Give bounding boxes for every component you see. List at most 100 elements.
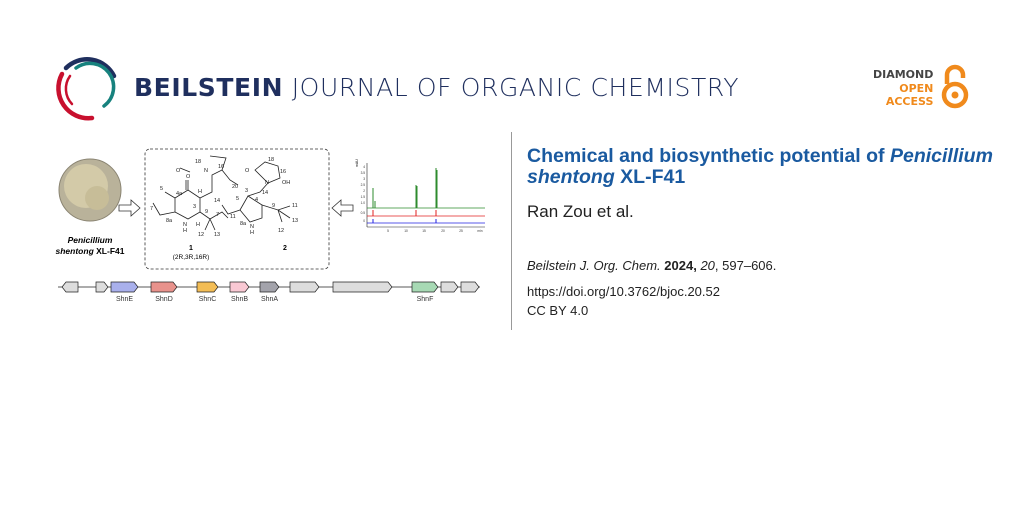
svg-text:4: 4 <box>363 165 365 169</box>
svg-text:20: 20 <box>232 184 238 190</box>
svg-text:7: 7 <box>150 206 153 212</box>
svg-text:H: H <box>250 230 254 236</box>
svg-text:N: N <box>204 168 208 174</box>
gene-arrow <box>61 281 79 293</box>
svg-text:3: 3 <box>363 177 365 181</box>
svg-text:9: 9 <box>272 203 275 209</box>
gene-cluster: ShnE ShnD ShnC ShnB ShnA ShnF <box>61 281 480 303</box>
svg-text:N: N <box>250 224 254 230</box>
gene-arrow <box>259 281 280 293</box>
citation: Beilstein J. Org. Chem. 2024, 20, 597–60… <box>527 258 777 273</box>
svg-text:N: N <box>183 222 187 228</box>
svg-text:1.5: 1.5 <box>361 195 366 199</box>
svg-text:8a: 8a <box>240 221 247 227</box>
svg-text:0.5: 0.5 <box>361 211 366 215</box>
vertical-divider <box>511 132 512 330</box>
svg-text:12: 12 <box>198 232 204 238</box>
compound-2-label: 2 <box>283 245 287 252</box>
svg-text:25: 25 <box>459 229 463 233</box>
svg-text:H: H <box>198 189 202 195</box>
svg-text:H: H <box>183 228 187 234</box>
svg-text:14: 14 <box>214 198 220 204</box>
compounds-box <box>144 148 330 270</box>
compound-1-structure <box>152 155 239 231</box>
gene-arrow <box>332 281 393 293</box>
journal-name-rest: JOURNAL OF ORGANIC CHEMISTRY <box>291 73 740 102</box>
gene-label: ShnC <box>199 296 217 303</box>
svg-text:13: 13 <box>214 232 220 238</box>
badge-line-diamond: DIAMOND <box>873 68 934 81</box>
gene-arrow <box>411 281 439 293</box>
svg-text:15: 15 <box>422 229 426 233</box>
gene-arrow <box>150 281 178 293</box>
gene-label: ShnB <box>231 296 248 303</box>
open-lock-icon <box>941 64 969 109</box>
compound-2-structure <box>221 161 291 223</box>
svg-text:3: 3 <box>193 204 196 210</box>
svg-text:H: H <box>196 222 200 228</box>
gene-arrow <box>110 281 139 293</box>
svg-text:1.0: 1.0 <box>361 201 366 205</box>
svg-text:18: 18 <box>268 157 274 163</box>
article-authors: Ran Zou et al. <box>527 202 634 221</box>
svg-text:5: 5 <box>160 186 163 192</box>
arrow-left-icon <box>331 199 354 217</box>
compound-1-label: 1 <box>189 245 193 252</box>
gene-arrow <box>440 281 459 293</box>
gene-arrow <box>196 281 219 293</box>
petri-dish-image <box>58 158 122 222</box>
svg-text:11: 11 <box>292 203 298 209</box>
license: CC BY 4.0 <box>527 303 589 318</box>
svg-text:13: 13 <box>292 218 298 224</box>
svg-text:OH: OH <box>282 180 290 186</box>
svg-text:11: 11 <box>230 214 236 220</box>
arrow-right-icon <box>118 199 141 217</box>
svg-text:O: O <box>176 168 181 174</box>
doi-link[interactable]: https://doi.org/10.3762/bjoc.20.52 <box>527 284 720 299</box>
svg-text:2.5: 2.5 <box>361 183 366 187</box>
compound-1-config: (2R,3R,16R) <box>173 254 209 261</box>
chromatogram-ylabel: mAU <box>355 159 359 167</box>
badge-line-access: ACCESS <box>885 95 934 108</box>
journal-logo-icon <box>56 57 117 121</box>
svg-text:min: min <box>477 229 482 233</box>
svg-text:O: O <box>186 174 191 180</box>
svg-text:16: 16 <box>280 169 286 175</box>
svg-text:9: 9 <box>205 209 208 215</box>
gene-arrow <box>460 281 480 293</box>
svg-text:3: 3 <box>245 188 248 194</box>
svg-text:20: 20 <box>441 229 445 233</box>
organism-label-1: Penicillium <box>68 235 113 245</box>
svg-text:4a: 4a <box>176 191 183 197</box>
article-title[interactable]: Chemical and biosynthetic potential of P… <box>527 145 993 188</box>
gene-arrow <box>95 281 109 293</box>
svg-text:5: 5 <box>387 229 389 233</box>
chromatogram: mAU 4 3.5 3 2.5 2 1.5 1.0 0.5 0 5 10 15 … <box>355 159 485 233</box>
journal-name-bold: BEILSTEIN <box>134 73 284 102</box>
svg-text:8a: 8a <box>166 218 173 224</box>
badge-line-open: OPEN <box>899 81 934 95</box>
svg-text:N: N <box>265 180 269 186</box>
gene-arrow <box>289 281 320 293</box>
svg-text:12: 12 <box>278 228 284 234</box>
svg-text:3.5: 3.5 <box>361 171 366 175</box>
gene-label: ShnE <box>116 296 133 303</box>
gene-label: ShnD <box>155 296 173 303</box>
svg-text:4: 4 <box>255 197 258 203</box>
svg-text:5: 5 <box>236 196 239 202</box>
svg-text:10: 10 <box>404 229 408 233</box>
svg-text:O: O <box>245 168 250 174</box>
svg-text:7: 7 <box>216 212 219 218</box>
svg-text:2: 2 <box>363 189 365 193</box>
gene-arrow <box>229 281 250 293</box>
organism-label-2: shentong XL-F41 <box>56 246 125 256</box>
svg-text:16: 16 <box>218 164 224 170</box>
gene-label: ShnF <box>417 296 434 303</box>
journal-name: BEILSTEIN JOURNAL OF ORGANIC CHEMISTRY <box>134 73 739 102</box>
svg-text:18: 18 <box>195 159 201 165</box>
gene-label: ShnA <box>261 296 278 303</box>
svg-text:0: 0 <box>363 219 365 223</box>
svg-text:14: 14 <box>262 190 268 196</box>
diamond-open-access-badge: DIAMOND OPEN ACCESS <box>873 68 933 109</box>
